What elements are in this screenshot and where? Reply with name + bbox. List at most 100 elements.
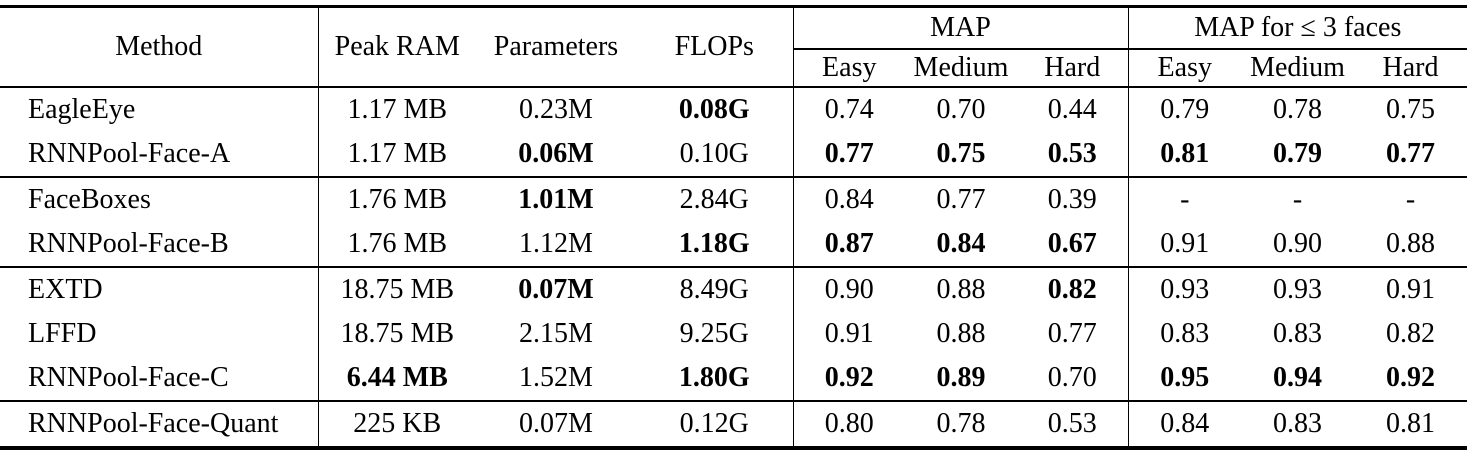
cell-map-easy: 0.74	[824, 93, 874, 125]
cell-peak-ram: 1.17 MB	[347, 93, 448, 125]
subheader-map3-hard: Hard	[1354, 49, 1467, 88]
cell-flops: 8.49G	[636, 266, 794, 312]
col-header-method: Method	[0, 6, 319, 88]
cell-map-easy: 0.80	[793, 400, 905, 448]
table-row: RNNPool-Face-C 6.44 MB 1.52M 1.80G 0.92 …	[0, 356, 1467, 401]
cell-parameters: 0.07M	[476, 266, 636, 312]
table-row: RNNPool-Face-Quant 225 KB 0.07M 0.12G 0.…	[0, 400, 1467, 448]
table-row: EagleEye 1.17 MB 0.23M 0.08G 0.74 0.70 0…	[0, 87, 1467, 132]
cell-map3-easy: 0.84	[1128, 400, 1242, 448]
cell-map3-medium: -	[1241, 176, 1355, 222]
cell-map3-easy: 0.91	[1160, 227, 1210, 259]
cell-parameters: 1.01M	[476, 176, 636, 222]
cell-map3-medium: 0.93	[1241, 266, 1355, 312]
cell-map-medium: 0.88	[905, 266, 1017, 312]
cell-map3-easy: 0.95	[1160, 361, 1210, 393]
method-name-cell: RNNPool-Face-Quant	[0, 400, 319, 448]
cell-map3-hard: 0.88	[1386, 227, 1436, 259]
cell-flops: 1.80G	[636, 356, 794, 401]
cell-map-hard: 0.53	[1017, 400, 1129, 448]
method-name-cell: LFFD	[0, 312, 319, 356]
cell-map-easy: 0.90	[793, 266, 905, 312]
cell-peak-ram: 225 KB	[318, 400, 476, 448]
cell-parameters: 0.07M	[476, 400, 636, 448]
subheader-map3-medium: Medium	[1241, 49, 1355, 88]
cell-map3-easy: 0.81	[1160, 137, 1210, 169]
cell-map-easy: 0.92	[824, 361, 874, 393]
header-row-groups: Method Peak RAM Parameters FLOPs MAP MAP…	[0, 6, 1467, 88]
cell-map-easy: 0.77	[824, 137, 874, 169]
cell-map-hard: 0.53	[1017, 132, 1129, 177]
table-row: FaceBoxes 1.76 MB 1.01M 2.84G 0.84 0.77 …	[0, 176, 1467, 222]
header-row-sub: Easy Medium Hard Easy Medium Hard	[0, 49, 1467, 88]
group-eagleeye: EagleEye 1.17 MB 0.23M 0.08G 0.74 0.70 0…	[0, 87, 1467, 177]
cell-map-easy: 0.84	[793, 176, 905, 222]
method-name-cell: RNNPool-Face-B	[0, 222, 319, 267]
cell-map-medium: 0.75	[936, 137, 986, 169]
cell-map3-easy: 0.79	[1160, 93, 1210, 125]
cell-map-easy: 0.87	[824, 227, 874, 259]
method-name-cell: FaceBoxes	[0, 176, 319, 222]
cell-map-easy: 0.91	[824, 317, 874, 349]
cell-map-medium: 0.78	[905, 400, 1017, 448]
cell-map3-hard: 0.82	[1386, 317, 1436, 349]
cell-flops: 0.08G	[636, 87, 794, 132]
group-faceboxes: FaceBoxes 1.76 MB 1.01M 2.84G 0.84 0.77 …	[0, 176, 1467, 267]
cell-map3-hard: 0.92	[1386, 361, 1436, 393]
table-row: RNNPool-Face-A 1.17 MB 0.06M 0.10G 0.77 …	[0, 132, 1467, 177]
cell-map-hard: 0.77	[1017, 312, 1129, 356]
method-name-cell: RNNPool-Face-C	[0, 356, 319, 401]
cell-flops: 0.12G	[636, 400, 794, 448]
subheader-map3-easy: Easy	[1128, 49, 1242, 88]
cell-flops: 1.18G	[636, 222, 794, 267]
cell-map3-medium: 0.90	[1273, 227, 1323, 259]
cell-map3-easy: -	[1128, 176, 1242, 222]
cell-map-medium: 0.70	[936, 93, 986, 125]
cell-parameters: 2.15M	[519, 317, 593, 349]
cell-map3-hard: 0.81	[1354, 400, 1467, 448]
cell-map3-hard: -	[1354, 176, 1467, 222]
col-header-parameters: Parameters	[476, 6, 636, 88]
cell-parameters: 0.23M	[519, 93, 593, 125]
cell-peak-ram: 6.44 MB	[346, 361, 448, 393]
cell-flops: 9.25G	[636, 312, 794, 356]
method-name-cell: RNNPool-Face-A	[0, 132, 319, 177]
cell-peak-ram: 18.75 MB	[340, 317, 455, 349]
cell-map3-medium: 0.83	[1241, 400, 1355, 448]
cell-map-hard: 0.39	[1017, 176, 1129, 222]
cell-parameters: 0.06M	[518, 137, 594, 169]
method-name-cell: EXTD	[0, 266, 319, 312]
cell-map3-hard: 0.75	[1386, 93, 1436, 125]
cell-peak-ram: 1.76 MB	[318, 176, 476, 222]
cell-map3-medium: 0.79	[1273, 137, 1323, 169]
cell-map3-easy: 0.93	[1128, 266, 1242, 312]
cell-peak-ram: 18.75 MB	[318, 266, 476, 312]
subheader-map-hard: Hard	[1017, 49, 1129, 88]
cell-map-hard: 0.44	[1017, 87, 1129, 132]
cell-map-medium: 0.89	[936, 361, 986, 393]
cell-map-hard: 0.70	[1017, 356, 1129, 401]
method-name-cell: EagleEye	[0, 87, 319, 132]
group-quant: RNNPool-Face-Quant 225 KB 0.07M 0.12G 0.…	[0, 400, 1467, 448]
subheader-map-easy: Easy	[793, 49, 905, 88]
cell-peak-ram: 1.17 MB	[347, 137, 448, 169]
cell-parameters: 1.52M	[519, 361, 593, 393]
table-header: Method Peak RAM Parameters FLOPs MAP MAP…	[0, 6, 1467, 88]
cell-map-medium: 0.77	[905, 176, 1017, 222]
cell-peak-ram: 1.76 MB	[347, 227, 448, 259]
group-extd-lffd: EXTD 18.75 MB 0.07M 8.49G 0.90 0.88 0.82…	[0, 266, 1467, 401]
cell-map3-medium: 0.78	[1273, 93, 1323, 125]
cell-map-medium: 0.84	[936, 227, 986, 259]
cell-map-medium: 0.88	[936, 317, 986, 349]
group-header-map3: MAP for ≤ 3 faces	[1128, 6, 1467, 50]
cell-map3-hard: 0.91	[1354, 266, 1467, 312]
cell-map-hard: 0.67	[1017, 222, 1129, 267]
cell-map3-medium: 0.94	[1273, 361, 1323, 393]
cell-flops: 2.84G	[636, 176, 794, 222]
table-row: RNNPool-Face-B 1.76 MB 1.12M 1.18G 0.87 …	[0, 222, 1467, 267]
table-row: LFFD 18.75 MB 2.15M 9.25G 0.91 0.88 0.77…	[0, 312, 1467, 356]
subheader-map-medium: Medium	[905, 49, 1017, 88]
cell-map-hard: 0.82	[1017, 266, 1129, 312]
cell-map3-medium: 0.83	[1273, 317, 1323, 349]
